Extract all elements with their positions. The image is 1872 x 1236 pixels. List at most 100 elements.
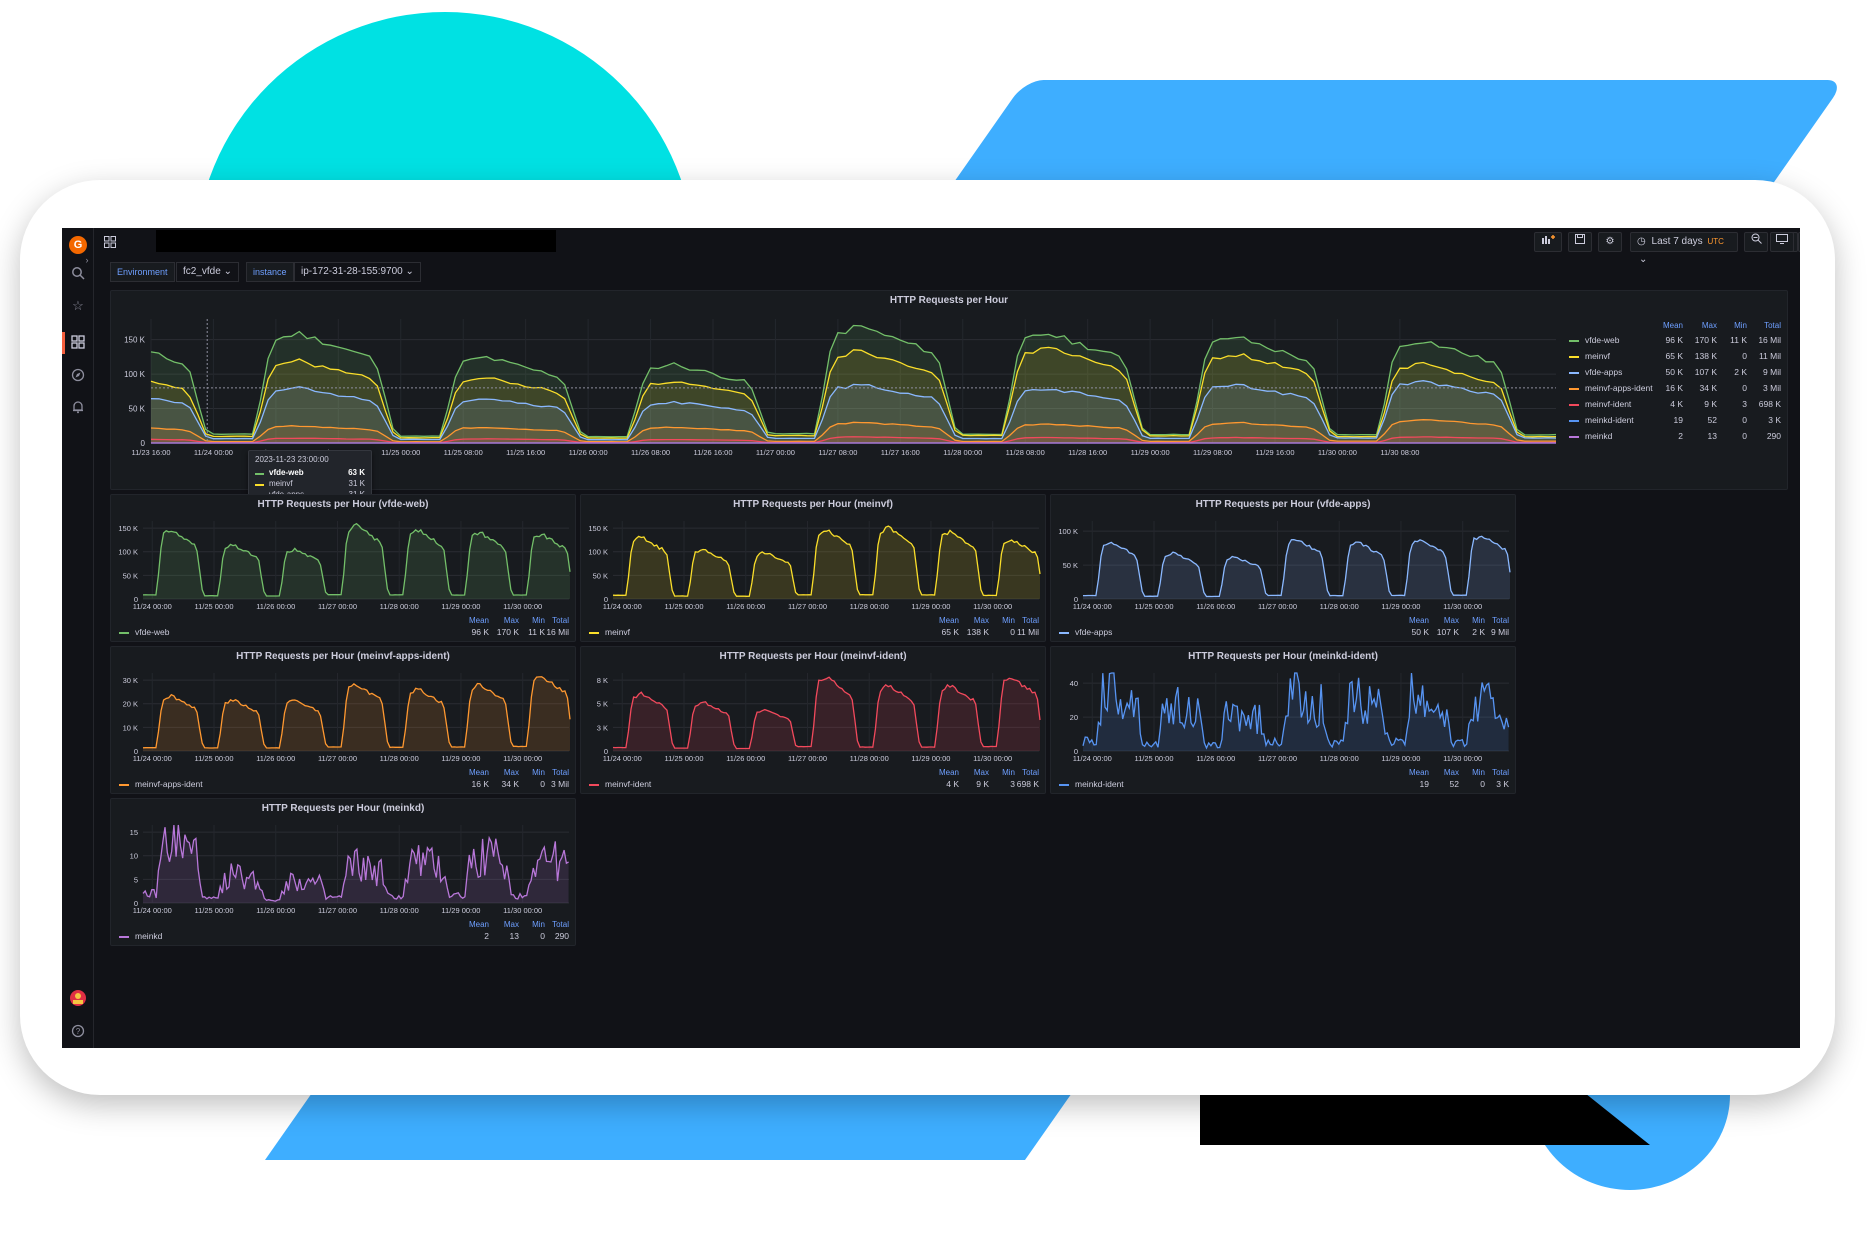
panel-meinkd-ident[interactable]: HTTP Requests per Hour (meinkd-ident) 0 20… [1050,646,1516,794]
panel-meinvf-apps-ident[interactable]: HTTP Requests per Hour (meinvf-apps-iden… [110,646,576,794]
series-line-meinkd[interactable] [142,824,569,902]
legend-header-min[interactable]: Min [1472,768,1485,777]
expand-chevron-icon[interactable]: › [85,255,89,265]
save-dashboard-button[interactable] [1568,232,1592,252]
legend-header-min[interactable]: Min [1002,616,1015,625]
legend-item[interactable]: vfde-web 96 K 170 K 11 K 16 Mil [119,627,569,639]
series-line-meinvf-apps-ident[interactable] [150,419,1557,443]
time-range-picker[interactable]: ◷ Last 7 days UTC ⌄ [1630,232,1738,265]
series-line-vfde-web[interactable] [150,324,1557,438]
legend-header-min[interactable]: Min [532,920,545,929]
legend-header-mean[interactable]: Mean [468,616,489,625]
legend-header-total[interactable]: Total [1764,321,1781,330]
x-tick-label: 11/26 00:00 [256,906,295,915]
dashboard-grid-icon[interactable] [104,236,116,251]
legend-header-total[interactable]: Total [1022,768,1039,777]
alerting-icon[interactable] [70,400,86,416]
legend-header-min[interactable]: Min [1472,616,1485,625]
series-line-vfde-apps[interactable] [150,380,1557,441]
legend-header-total[interactable]: Total [552,920,569,929]
legend-item[interactable]: vfde-apps 50 K 107 K 2 K 9 Mil [1059,627,1509,639]
legend-header-mean[interactable]: Mean [1662,321,1683,330]
x-tick-label: 11/30 00:00 [503,602,542,611]
series-line-meinvf[interactable] [612,525,1041,597]
panel-http-requests-per-hour[interactable]: HTTP Requests per Hour 0 50 K 100 K 150 K 11… [110,290,1788,490]
chart-meinkd-ident[interactable]: 0 20 40 11/24 00:00 11/25 00:00 11/26 00:00 11… [1051,647,1517,795]
legend-header-max[interactable]: Max [973,768,989,777]
chart-meinvf-ident[interactable]: 0 3 K 5 K 8 K 11/24 00:00 11/25 00:00 11/26 00… [581,647,1047,795]
star-icon[interactable]: ☆ [72,298,84,313]
tv-mode-button[interactable] [1770,232,1794,252]
panel-title: HTTP Requests per Hour (meinkd-ident) [1188,651,1378,662]
legend-item[interactable]: vfde-apps 50 K 107 K 2 K 9 Mil [1569,367,1785,381]
panel-vfde-apps[interactable]: HTTP Requests per Hour (vfde-apps) 0 50 K 1… [1050,494,1516,642]
legend-header-mean[interactable]: Mean [938,616,959,625]
legend-header-max[interactable]: Max [1443,616,1459,625]
panel-meinvf-ident[interactable]: HTTP Requests per Hour (meinvf-ident) 0 3 … [580,646,1046,794]
legend-header-max[interactable]: Max [503,768,519,777]
main-chart[interactable]: 0 50 K 100 K 150 K 11/23 16:00 11/24 00:00 11/… [111,291,1561,487]
legend-header-min[interactable]: Min [532,768,545,777]
legend-header-max[interactable]: Max [1443,768,1459,777]
chart-meinvf[interactable]: 0 50 K 100 K 150 K 11/24 00:00 11/25 00:00 11/… [581,495,1047,643]
legend-item[interactable]: meinvf-apps-ident 16 K 34 K 0 3 Mil [1569,383,1785,397]
legend-item[interactable]: meinkd 2 13 0 290 [119,931,569,943]
panel-meinkd[interactable]: HTTP Requests per Hour (meinkd) 0 5 10 15 11/… [110,798,576,946]
zoom-out-button[interactable] [1744,232,1768,252]
legend-header-min[interactable]: Min [532,616,545,625]
legend-header-min[interactable]: Min [1734,321,1747,330]
series-line-meinkd-ident[interactable] [1082,672,1510,750]
user-avatar-icon[interactable] [70,990,86,1006]
legend-header-min[interactable]: Min [1002,768,1015,777]
legend-item[interactable]: meinvf-apps-ident 16 K 34 K 0 3 Mil [119,779,569,791]
legend-header-max[interactable]: Max [503,920,519,929]
tooltip-row: vfde-web 63 K [255,468,365,480]
dashboard-settings-button[interactable]: ⚙ [1598,232,1622,252]
explore-icon[interactable] [70,368,86,384]
legend-header-max[interactable]: Max [1701,321,1717,330]
legend-item[interactable]: meinkd-ident 19 52 0 3 K [1059,779,1509,791]
legend-item[interactable]: meinvf 65 K 138 K 0 11 Mil [1569,351,1785,365]
series-line-meinvf[interactable] [150,346,1557,439]
legend-header-total[interactable]: Total [1492,616,1509,625]
legend-header-mean[interactable]: Mean [938,768,959,777]
variable-select-instance[interactable]: ip-172-31-28-155:9700 ⌄ [294,262,421,282]
series-line-meinvf-ident[interactable] [612,676,1041,750]
legend-header-total[interactable]: Total [1022,616,1039,625]
legend-header-total[interactable]: Total [1492,768,1509,777]
series-line-meinvf-apps-ident[interactable] [142,676,571,749]
legend-item[interactable]: vfde-web 96 K 170 K 11 K 16 Mil [1569,335,1785,349]
panel-vfde-web[interactable]: HTTP Requests per Hour (vfde-web) 0 50 K 10… [110,494,576,642]
chart-vfde-apps[interactable]: 0 50 K 100 K 11/24 00:00 11/25 00:00 11/26 00… [1051,495,1517,643]
legend-header-total[interactable]: Total [552,768,569,777]
add-panel-button[interactable] [1534,232,1562,252]
help-icon[interactable]: ? [70,1024,86,1040]
series-line-meinvf-ident[interactable] [150,436,1556,444]
search-icon[interactable] [70,266,86,282]
legend-mean-value: 2 [484,931,489,941]
legend-header-max[interactable]: Max [503,616,519,625]
grafana-logo-icon[interactable]: G [69,236,87,254]
legend-header-max[interactable]: Max [973,616,989,625]
series-line-vfde-apps[interactable] [1083,535,1511,598]
chart-meinkd[interactable]: 0 5 10 15 11/24 00:00 11/25 00:00 11/26 00:00 1… [111,799,577,947]
legend-item[interactable]: meinvf 65 K 138 K 0 11 Mil [589,627,1039,639]
legend-header-mean[interactable]: Mean [1408,616,1429,625]
legend-header-mean[interactable]: Mean [468,768,489,777]
chart-vfde-web[interactable]: 0 50 K 100 K 150 K 11/24 00:00 11/25 00:00 11/… [111,495,577,643]
legend-header-total[interactable]: Total [552,616,569,625]
svg-text:?: ? [76,1027,81,1036]
chart-meinvf-apps-ident[interactable]: 0 10 K 20 K 30 K 11/24 00:00 11/25 00:00 11/26… [111,647,577,795]
legend-item[interactable]: meinkd-ident 19 52 0 3 K [1569,415,1785,429]
legend-mean-value: 4 K [1670,399,1683,409]
legend-header-mean[interactable]: Mean [468,920,489,929]
variable-select-environment[interactable]: fc2_vfde ⌄ [176,262,239,282]
series-line-vfde-web[interactable] [142,522,571,597]
legend-header-mean[interactable]: Mean [1408,768,1429,777]
refresh-interval-dropdown[interactable]: ⌄ [1798,232,1800,252]
legend-item[interactable]: meinkd 2 13 0 290 [1569,431,1785,445]
panel-meinvf[interactable]: HTTP Requests per Hour (meinvf) 0 50 K 100 … [580,494,1046,642]
dashboards-icon[interactable] [70,335,86,351]
